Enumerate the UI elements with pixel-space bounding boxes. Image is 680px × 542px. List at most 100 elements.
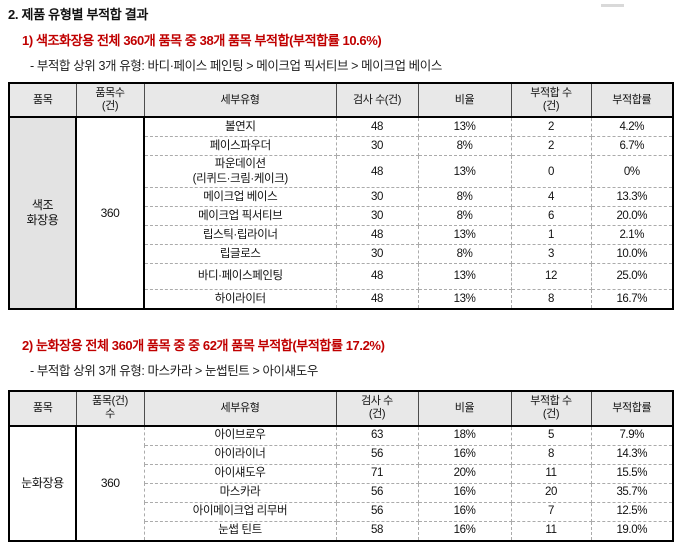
- table-cell: 11: [510, 463, 592, 484]
- table-cell: 2: [510, 116, 592, 138]
- table-cell: 48: [335, 225, 419, 246]
- table-cell: 30: [335, 187, 419, 208]
- table-header-cell: 세부유형: [143, 390, 337, 427]
- table-cell: 15.5%: [590, 463, 674, 484]
- table-header-cell: 부적합 수 (건): [510, 82, 592, 119]
- table-cell: 8: [510, 289, 592, 310]
- table-row: 메이크업 베이스 30 8% 4 13.3%: [9, 187, 674, 208]
- table-row: 색조 화장용 360 볼연지 48 13% 2 4.2%: [8, 116, 674, 311]
- table-header-cell: 검사 수(건): [335, 82, 419, 119]
- table-cell: 바디·페이스페인팅: [143, 263, 337, 291]
- table-cell: 30: [335, 206, 419, 227]
- table-header-row: 품목 품목(건) 수 세부유형 검사 수 (건) 비율 부적합 수 (건) 부적합률: [8, 390, 674, 427]
- section1-subtitle: - 부적합 상위 3개 유형: 바디·페이스 페인팅 > 메이크업 픽서티브 >…: [30, 59, 442, 73]
- table-body: 눈화장용 360 아이브로우 63 18% 5 7.9% 아이라이너 56 16% 8 14.3% 아이…: [8, 424, 674, 542]
- table-cell: 12.5%: [590, 501, 674, 522]
- table-cell: 3: [510, 244, 592, 265]
- table-cell: 마스카라: [143, 482, 337, 503]
- table-cell: 5: [510, 425, 592, 446]
- table-cell: 16%: [417, 444, 512, 465]
- table-cell: 파운데이션 (리퀴드·크림·케이크): [143, 155, 337, 189]
- table-header-cell: 비율: [417, 390, 512, 427]
- table-cell: 0: [510, 155, 592, 189]
- table-cell: 48: [335, 116, 419, 138]
- table-cell: 48: [335, 155, 419, 189]
- table-cell: 아이섀도우: [143, 463, 337, 484]
- table-cell: 10.0%: [590, 244, 674, 265]
- table-header-cell: 부적합률: [590, 390, 674, 427]
- table-header-cell: 검사 수 (건): [335, 390, 419, 427]
- table-cell: 페이스파우더: [143, 136, 337, 157]
- table-row: 페이스파우더 30 8% 2 6.7%: [9, 136, 674, 157]
- section-eye-makeup: 2) 눈화장용 전체 360개 품목 중 중 62개 품목 부적합(부적합률 1…: [0, 335, 680, 542]
- table-cell: 56: [335, 482, 419, 503]
- table-cell: 12: [510, 263, 592, 291]
- table-header-cell: 품목: [8, 82, 77, 119]
- table-cell: 19.0%: [590, 520, 674, 541]
- table-header-cell: 비율: [417, 82, 512, 119]
- table-body: 색조 화장용 360 볼연지 48 13% 2 4.2% 페이스파우더 30 8% 2 6.7% 파운데…: [8, 116, 674, 311]
- table-cell: 13%: [417, 289, 512, 310]
- table-cell: 하이라이터: [143, 289, 337, 310]
- table-header: 품목 품목(건) 수 세부유형 검사 수 (건) 비율 부적합 수 (건) 부적합률: [8, 390, 674, 427]
- table-cell: 35.7%: [590, 482, 674, 503]
- table-header: 품목 품목수 (건) 세부유형 검사 수(건) 비율 부적합 수 (건) 부적합률: [8, 82, 674, 119]
- table-cell: 메이크업 픽서티브: [143, 206, 337, 227]
- table-cell: 18%: [417, 425, 512, 446]
- table-cell: 립글로스: [143, 244, 337, 265]
- table-cell: 1: [510, 225, 592, 246]
- eye-makeup-table: 품목 품목(건) 수 세부유형 검사 수 (건) 비율 부적합 수 (건) 부적합률 눈화장…: [8, 390, 674, 542]
- report-page: 2. 제품 유형별 부적합 결과 1) 색조화장용 전체 360개 품목 중 3…: [0, 4, 680, 542]
- table-cell: 16%: [417, 520, 512, 541]
- table-cell: 30: [335, 244, 419, 265]
- section2-title: 2) 눈화장용 전체 360개 품목 중 중 62개 품목 부적합(부적합률 1…: [22, 338, 385, 354]
- table-cell: 13.3%: [590, 187, 674, 208]
- table-cell: 7.9%: [590, 425, 674, 446]
- table-cell: 아이라이너: [143, 444, 337, 465]
- table-cell: 2: [510, 136, 592, 157]
- table-cell: 6.7%: [590, 136, 674, 157]
- group-count-cell: 360: [75, 424, 145, 542]
- table-cell: 13%: [417, 225, 512, 246]
- table-cell: 립스틱·립라이너: [143, 225, 337, 246]
- table-cell: 4.2%: [590, 116, 674, 138]
- table-cell: 13%: [417, 263, 512, 291]
- table-cell: 4: [510, 187, 592, 208]
- section2-subtitle: - 부적합 상위 3개 유형: 마스카라 > 눈썹틴트 > 아이섀도우: [30, 364, 318, 379]
- table-header-cell: 부적합률: [590, 82, 674, 119]
- table-cell: 58: [335, 520, 419, 541]
- table-cell: 30: [335, 136, 419, 157]
- table-cell: 13%: [417, 155, 512, 189]
- table-row: 립글로스 30 8% 3 10.0%: [9, 244, 674, 265]
- table-cell: 16%: [417, 482, 512, 503]
- group-count-cell: 360: [75, 116, 145, 311]
- table-cell: 8%: [417, 187, 512, 208]
- table-header-cell: 품목: [8, 390, 77, 427]
- table-cell: 2.1%: [590, 225, 674, 246]
- section1-title: 1) 색조화장용 전체 360개 품목 중 38개 품목 부적합(부적합률 10…: [22, 33, 382, 48]
- table-cell: 6: [510, 206, 592, 227]
- table-cell: 14.3%: [590, 444, 674, 465]
- table-row: 눈화장용 360 아이브로우 63 18% 5 7.9%: [8, 424, 674, 542]
- table-cell: 눈썹 틴트: [143, 520, 337, 541]
- page-title: 2. 제품 유형별 부적합 결과: [8, 7, 149, 22]
- scan-artifact: [601, 4, 624, 7]
- table-cell: 8: [510, 444, 592, 465]
- section-color-makeup: 1) 색조화장용 전체 360개 품목 중 38개 품목 부적합(부적합률 10…: [0, 30, 680, 311]
- table-header-cell: 부적합 수 (건): [510, 390, 592, 427]
- table-cell: 56: [335, 501, 419, 522]
- table-cell: 메이크업 베이스: [143, 187, 337, 208]
- table-cell: 48: [335, 289, 419, 310]
- table-header-cell: 품목수 (건): [75, 82, 145, 119]
- table-cell: 71: [335, 463, 419, 484]
- table-cell: 8%: [417, 244, 512, 265]
- table-cell: 56: [335, 444, 419, 465]
- table-cell: 7: [510, 501, 592, 522]
- table-cell: 8%: [417, 136, 512, 157]
- table-cell: 48: [335, 263, 419, 291]
- group-label-cell: 색조 화장용: [8, 116, 77, 311]
- table-cell: 아이메이크업 리무버: [143, 501, 337, 522]
- table-row: 하이라이터 48 13% 8 16.7%: [9, 289, 674, 310]
- table-cell: 0%: [590, 155, 674, 189]
- table-cell: 13%: [417, 116, 512, 138]
